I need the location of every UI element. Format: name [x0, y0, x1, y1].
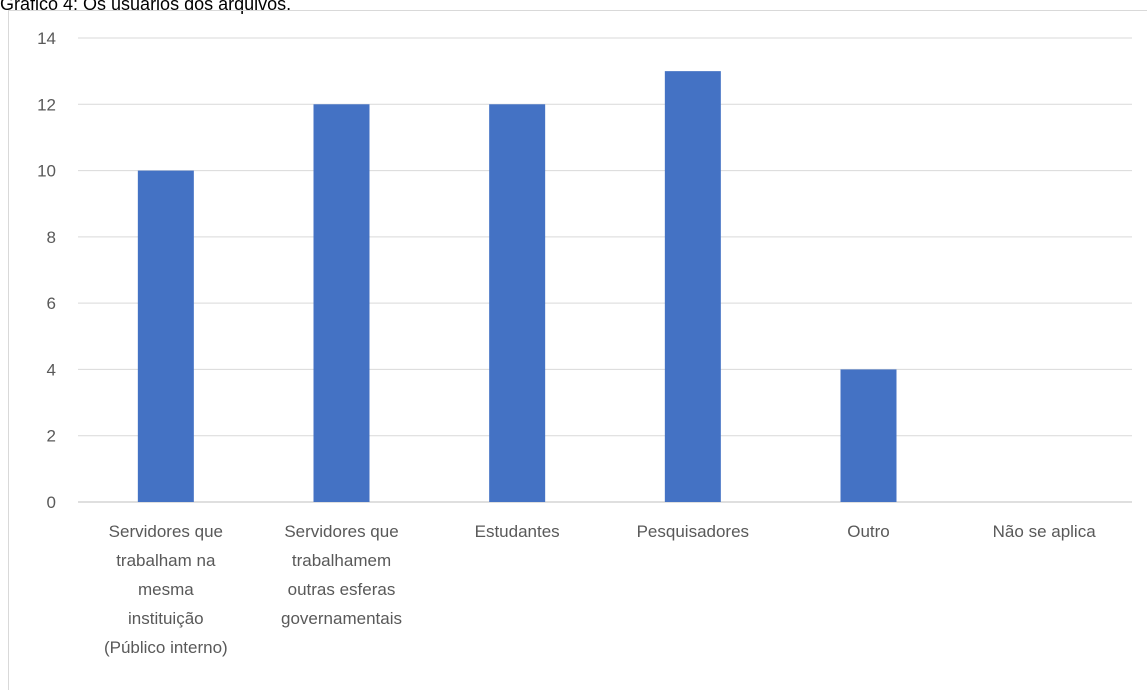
- y-tick-labels: 0 2 4 6 8 10 12 14: [37, 29, 56, 512]
- y-tick-label: 12: [37, 95, 56, 114]
- x-category-label: Não se aplica: [993, 522, 1097, 541]
- y-tick-label: 14: [37, 29, 56, 48]
- bar: [137, 170, 194, 503]
- x-category-label: Servidores que trabalhamem outras esferas g…: [281, 522, 402, 628]
- y-tick-label: 8: [47, 228, 56, 247]
- x-category-label: Outro: [847, 522, 890, 541]
- y-tick-label: 10: [37, 162, 56, 181]
- y-tick-label: 0: [47, 493, 56, 512]
- bar-chart: 0 2 4 6 8 10 12 14 Servidores que trabalham na me…: [37, 29, 1132, 657]
- x-category-labels: Servidores que trabalham na mesma instituiç…: [104, 522, 1096, 657]
- bar: [489, 104, 546, 503]
- x-category-label: Estudantes: [475, 522, 560, 541]
- gridlines: [78, 37, 1132, 503]
- bar: [664, 71, 721, 503]
- y-tick-label: 2: [47, 427, 56, 446]
- bars: [137, 71, 897, 503]
- x-category-label: Servidores que trabalham na mesma instituiç…: [104, 522, 228, 657]
- bar: [840, 369, 897, 502]
- chart-frame: [8, 10, 1147, 690]
- y-tick-label: 4: [47, 360, 56, 379]
- y-tick-label: 6: [47, 294, 56, 313]
- bar: [313, 104, 370, 503]
- x-category-label: Pesquisadores: [637, 522, 749, 541]
